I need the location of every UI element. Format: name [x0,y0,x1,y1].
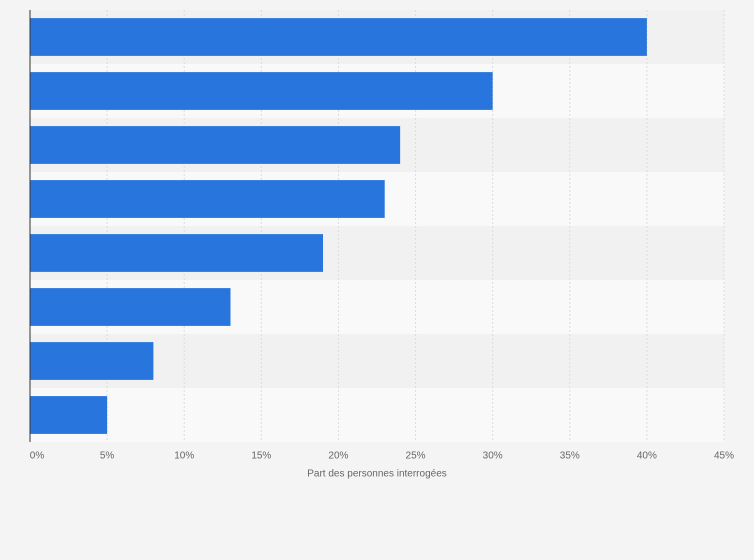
x-tick-label: 25% [406,451,426,462]
bar [30,72,493,110]
bar [30,396,108,434]
x-axis-label: Part des personnes interrogées [307,469,447,480]
x-tick-label: 5% [100,451,115,462]
x-tick-label: 40% [637,451,657,462]
row-stripe [30,388,724,442]
x-tick-label: 30% [483,451,503,462]
bar [30,180,385,218]
x-tick-label: 45% [714,451,734,462]
bar [30,234,324,272]
x-tick-label: 10% [174,451,194,462]
x-tick-label: 0% [30,451,45,462]
bar [30,126,401,164]
bar [30,288,231,326]
x-tick-label: 20% [328,451,348,462]
bar [30,342,154,380]
x-tick-label: 15% [251,451,271,462]
bar [30,18,647,56]
x-tick-label: 35% [560,451,580,462]
